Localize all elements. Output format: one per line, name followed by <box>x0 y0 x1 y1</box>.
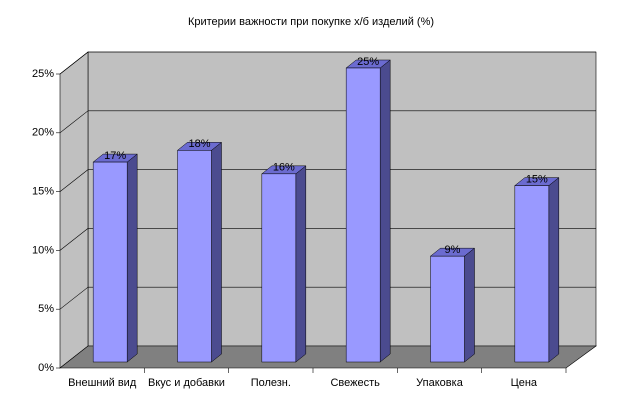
y-tick-label: 0% <box>38 362 54 374</box>
bar <box>514 185 550 363</box>
bar <box>430 255 465 363</box>
y-tick-label: 10% <box>32 244 54 256</box>
chart-title: Критерии важности при покупке х/б издели… <box>188 16 434 28</box>
bar <box>345 67 381 363</box>
x-tick-label: Внешний вид <box>68 377 137 389</box>
value-label: 25% <box>357 56 379 68</box>
value-label: 15% <box>526 174 548 186</box>
x-tick-label: Вкус и добавки <box>148 377 225 389</box>
x-tick-label: Упаковка <box>416 377 464 389</box>
value-label: 16% <box>273 162 295 174</box>
grid-line <box>59 286 89 310</box>
side-wall <box>59 51 89 369</box>
grid-line <box>59 228 89 251</box>
y-tick-label: 15% <box>32 186 54 198</box>
grid-line <box>59 51 89 75</box>
y-tick-label: 25% <box>32 68 54 80</box>
x-tick-label: Цена <box>511 377 538 389</box>
bar <box>92 161 128 363</box>
bar-side <box>379 59 391 363</box>
x-tick-label: Полезн. <box>251 377 291 389</box>
bar <box>261 173 297 363</box>
bar-side <box>464 247 475 363</box>
value-label: 17% <box>104 150 126 162</box>
grid-line <box>59 110 89 134</box>
x-tick-label: Свежесть <box>330 377 380 389</box>
bar-side <box>211 141 222 363</box>
value-label: 18% <box>188 138 210 150</box>
value-label: 9% <box>445 244 461 256</box>
bar-side <box>126 153 138 363</box>
y-tick-label: 20% <box>32 127 54 139</box>
y-tick-label: 5% <box>38 303 54 315</box>
grid-line <box>59 169 89 192</box>
bar-side <box>295 165 307 363</box>
bar <box>177 150 212 363</box>
bar-side <box>548 177 560 363</box>
